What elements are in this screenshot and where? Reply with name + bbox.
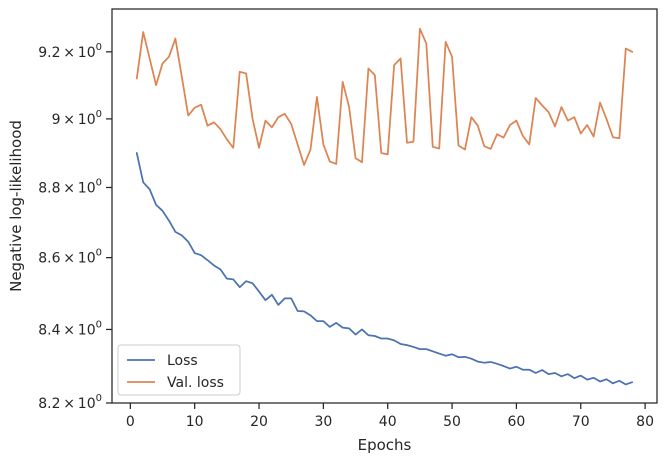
legend-label-loss: Loss [167,353,198,369]
legend: Loss Val. loss [117,344,241,396]
x-axis-title: Epochs [358,436,412,454]
y-tick-label: 9 × 100 [52,109,102,128]
x-tick-label: 10 [186,414,204,430]
x-axis: 0 10 20 30 40 50 60 70 80 [126,403,654,430]
y-axis: 8.2 × 100 8.4 × 100 8.6 × 100 8.8 × 100 9 × … [38,42,112,412]
y-tick-label: 8.6 × 100 [38,248,102,267]
x-tick-label: 50 [443,414,461,430]
y-tick-label: 8.2 × 100 [38,393,102,412]
series-line-val-loss [135,27,634,166]
x-tick-label: 20 [250,414,268,430]
y-tick-label: 8.8 × 100 [38,177,102,196]
x-tick-label: 0 [126,414,135,430]
y-axis-title: Negative log-likelihood [7,120,25,292]
x-tick-label: 60 [507,414,525,430]
series-line-loss [135,152,634,386]
x-tick-label: 30 [314,414,332,430]
y-tick-label: 9.2 × 100 [38,42,102,61]
x-tick-label: 80 [636,414,654,430]
legend-label-val-loss: Val. loss [167,375,224,391]
x-tick-label: 40 [379,414,397,430]
plot-lines [135,27,634,386]
y-tick-label: 8.4 × 100 [38,319,102,338]
x-tick-label: 70 [572,414,590,430]
plot-frame [111,8,658,404]
